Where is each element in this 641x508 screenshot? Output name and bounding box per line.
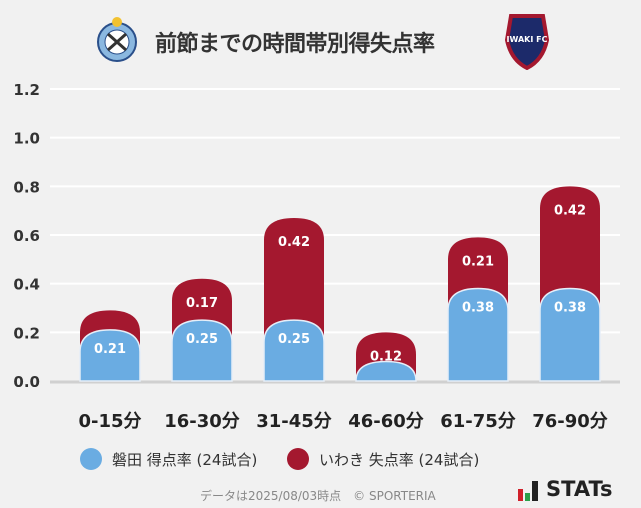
iwaki-logo-icon: IWAKI FC — [504, 14, 550, 70]
data-label-home: 0.25 — [186, 332, 218, 347]
x-tick-label: 16-30分 — [164, 411, 240, 432]
data-label-home: 0.38 — [462, 301, 494, 316]
y-tick-label: 0.0 — [13, 373, 40, 391]
bar-home — [79, 329, 141, 382]
y-tick-label: 0.4 — [13, 276, 40, 294]
bar-home — [171, 319, 233, 382]
stats-brand: STATs — [546, 477, 613, 501]
data-label-away: 0.17 — [186, 296, 218, 311]
legend-swatch-away — [287, 448, 309, 470]
data-label-home: 0.38 — [554, 301, 586, 316]
x-tick-label: 31-45分 — [256, 411, 332, 432]
bar-home — [539, 287, 601, 382]
stats-bars-icon — [518, 481, 538, 501]
data-label-away: 0.42 — [278, 235, 310, 250]
x-tick-label: 61-75分 — [440, 411, 516, 432]
jubilo-logo-icon — [97, 17, 137, 62]
data-label-home: 0.21 — [94, 342, 126, 357]
x-tick-label: 0-15分 — [78, 411, 141, 432]
bar-home — [355, 360, 417, 382]
data-label-home: 0.25 — [278, 332, 310, 347]
legend-item-away: いわき 失点率 (24試合) — [287, 448, 479, 470]
y-tick-label: 0.6 — [13, 227, 40, 245]
iwaki-logo-text: IWAKI FC — [507, 35, 548, 44]
data-label-away: 0.42 — [554, 203, 586, 218]
legend-swatch-home — [80, 448, 102, 470]
data-label-away: 0.21 — [462, 254, 494, 269]
legend-item-home: 磐田 得点率 (24試合) — [80, 448, 257, 470]
legend-label-away: いわき 失点率 (24試合) — [319, 450, 480, 469]
y-tick-label: 0.2 — [13, 324, 40, 342]
stats-logo: STATs — [518, 477, 612, 501]
footnote: データは2025/08/03時点 © SPORTERIA — [200, 489, 436, 503]
bar-chart: 0.0 0.2 0.4 0.6 0.8 1.0 1.2 0.21 0-15分 0.17 0.25 16… — [13, 81, 620, 432]
y-tick-label: 1.2 — [13, 81, 40, 99]
chart-title: 前節までの時間帯別得失点率 — [155, 32, 435, 57]
x-tick-label: 46-60分 — [348, 411, 424, 432]
bar-home — [263, 319, 325, 382]
y-tick-label: 1.0 — [13, 130, 40, 148]
y-tick-label: 0.8 — [13, 178, 40, 196]
data-label-away: 0.12 — [370, 349, 402, 364]
legend-label-home: 磐田 得点率 (24試合) — [112, 450, 258, 469]
bar-home — [447, 287, 509, 382]
x-tick-label: 76-90分 — [532, 411, 608, 432]
